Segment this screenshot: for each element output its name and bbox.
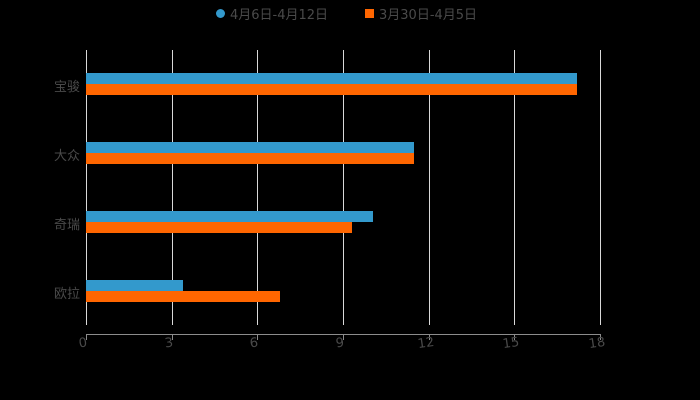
- legend-label: 4月6日-4月12日: [230, 8, 329, 23]
- y-category-label: 欧拉: [53, 287, 80, 302]
- gridline: [257, 50, 258, 325]
- y-category-label: 大众: [53, 149, 80, 164]
- axis-tick: [257, 334, 258, 340]
- legend-item-series-1[interactable]: 4月6日-4月12日: [216, 4, 328, 23]
- y-category-label: 奇瑞: [53, 218, 80, 233]
- axis-tick: [600, 334, 601, 340]
- square-marker-icon: [365, 9, 374, 18]
- gridline: [429, 50, 430, 325]
- x-tick-label: 15: [501, 334, 521, 353]
- bar-series-2[interactable]: [86, 153, 414, 164]
- bar-series-2[interactable]: [86, 222, 352, 233]
- x-tick-label: 3: [163, 335, 175, 352]
- x-tick-label: 18: [587, 334, 607, 353]
- chart-legend: 4月6日-4月12日 3月30日-4月5日: [0, 4, 700, 24]
- x-tick-label: 12: [416, 334, 436, 353]
- legend-item-series-2[interactable]: 3月30日-4月5日: [365, 4, 477, 23]
- legend-label: 3月30日-4月5日: [379, 8, 478, 23]
- x-tick-label: 9: [334, 335, 346, 352]
- bar-series-2[interactable]: [86, 291, 280, 302]
- gridline: [86, 50, 87, 325]
- x-tick-label: 0: [77, 335, 89, 352]
- x-tick-label: 6: [248, 335, 260, 352]
- axis-tick: [172, 334, 173, 340]
- bar-series-1[interactable]: [86, 280, 183, 291]
- gridline: [514, 50, 515, 325]
- gridline: [172, 50, 173, 325]
- bar-series-1[interactable]: [86, 142, 414, 153]
- bar-series-1[interactable]: [86, 211, 373, 222]
- axis-tick: [429, 334, 430, 340]
- gridline: [600, 50, 601, 325]
- axis-tick: [343, 334, 344, 340]
- bar-series-2[interactable]: [86, 84, 577, 95]
- circle-marker-icon: [216, 9, 225, 18]
- bar-series-1[interactable]: [86, 73, 577, 84]
- x-axis-line: [86, 334, 601, 335]
- y-category-label: 宝骏: [53, 80, 80, 95]
- gridline: [343, 50, 344, 325]
- axis-tick: [86, 334, 87, 340]
- axis-tick: [514, 334, 515, 340]
